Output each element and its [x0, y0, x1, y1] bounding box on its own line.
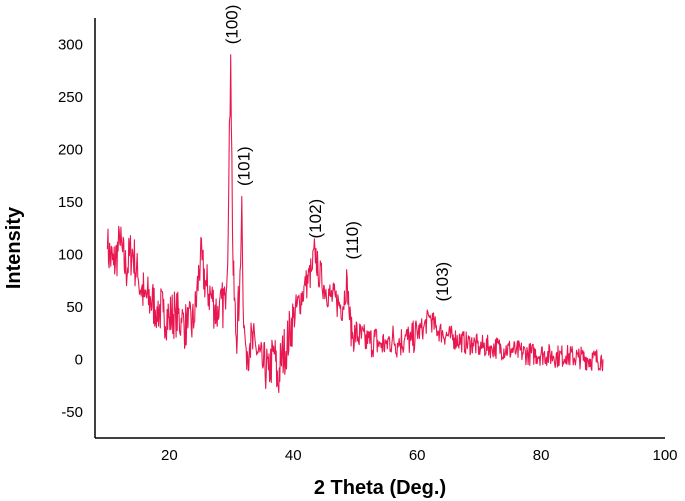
y-tick-label: 100	[58, 246, 83, 263]
peak-label: (103)	[433, 262, 452, 302]
y-tick-label: 0	[75, 351, 83, 368]
x-tick-label: 100	[652, 447, 677, 464]
x-tick-label: 80	[533, 447, 550, 464]
peak-label: (101)	[235, 146, 254, 186]
intensity-line	[106, 54, 604, 394]
y-tick-label: 300	[58, 36, 83, 53]
y-tick-label: -50	[61, 404, 83, 421]
peak-label: (110)	[343, 221, 362, 259]
axes	[94, 18, 665, 439]
peak-label: (100)	[222, 5, 241, 45]
peak-label: (102)	[306, 199, 325, 239]
y-axis-title: Intensity	[3, 206, 25, 289]
x-axis-title: 2 Theta (Deg.)	[314, 477, 446, 499]
x-tick-label: 20	[161, 447, 178, 464]
x-tick-label: 60	[409, 447, 426, 464]
x-tick-label: 40	[285, 447, 302, 464]
y-tick-label: 150	[58, 194, 83, 211]
ticks: 20 40 60 80 100 -50 0 50 100 150 200 250 300	[58, 36, 678, 464]
peak-annotations: (100) (101) (102) (110) (103)	[222, 5, 452, 302]
y-tick-label: 250	[58, 89, 83, 106]
y-tick-label: 50	[66, 299, 83, 316]
y-tick-label: 200	[58, 141, 83, 158]
